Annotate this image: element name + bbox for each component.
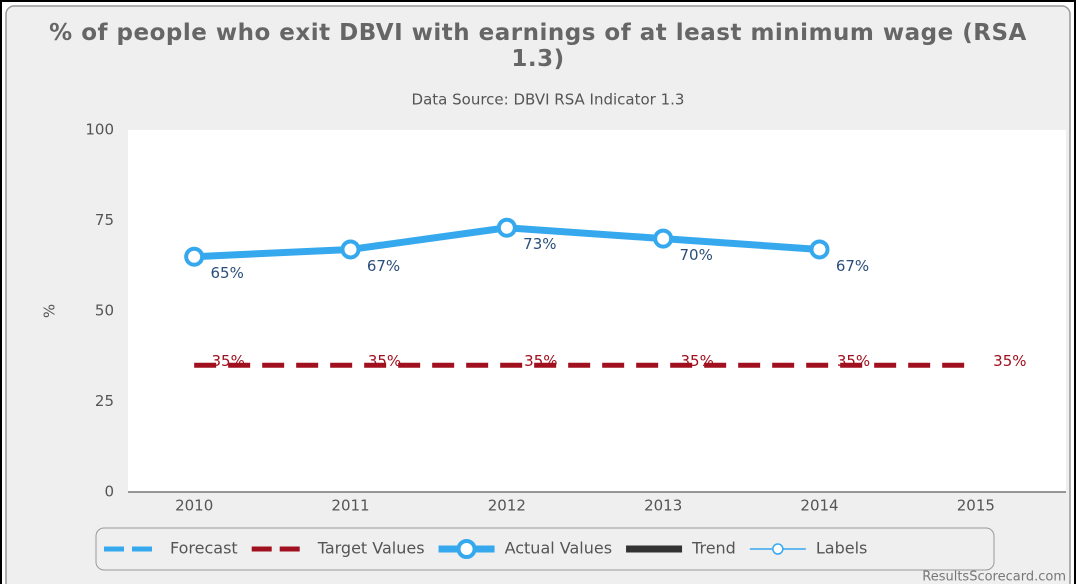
point [340, 239, 361, 260]
plot-area [128, 130, 1066, 492]
data-label: 35% [368, 352, 401, 370]
legend-label: Trend [691, 539, 736, 558]
x-tick-label: 2011 [331, 497, 369, 515]
x-tick-label: 2010 [175, 497, 213, 515]
credit: ResultsScorecard.com [922, 570, 1066, 584]
y-tick-label: 50 [95, 302, 114, 320]
y-tick-label: 25 [95, 392, 114, 410]
chart-title: % of people who exit DBVI with earnings … [49, 20, 1027, 72]
data-label: 67% [836, 257, 869, 275]
point [496, 217, 517, 238]
x-tick-label: 2014 [800, 497, 838, 515]
x-tick-label: 2012 [488, 497, 526, 515]
data-label: 35% [524, 352, 557, 370]
data-label: 73% [523, 235, 556, 253]
legend-label: Target Values [317, 539, 425, 558]
legend-marker [772, 543, 784, 555]
legend-label: Actual Values [505, 539, 612, 558]
y-tick-label: 0 [104, 483, 114, 501]
legend-label: Labels [816, 539, 868, 558]
x-tick-label: 2015 [957, 497, 995, 515]
data-label: 65% [210, 264, 243, 282]
y-axis-label: % [41, 304, 59, 318]
legend-marker [456, 539, 477, 559]
subtitle: Data Source: DBVI RSA Indicator 1.3 [412, 91, 685, 109]
y-tick-label: 75 [95, 211, 114, 229]
legend [95, 527, 995, 571]
point [809, 239, 830, 260]
data-label: 35% [993, 352, 1026, 370]
data-label: 35% [837, 352, 870, 370]
y-tick-label: 100 [85, 121, 114, 139]
data-label: 67% [367, 257, 400, 275]
point [653, 228, 674, 249]
legend-label: Forecast [170, 539, 238, 558]
data-label: 70% [679, 246, 712, 264]
x-tick-label: 2013 [644, 497, 682, 515]
data-label: 35% [211, 352, 244, 370]
point [184, 246, 205, 267]
data-label: 35% [680, 352, 713, 370]
